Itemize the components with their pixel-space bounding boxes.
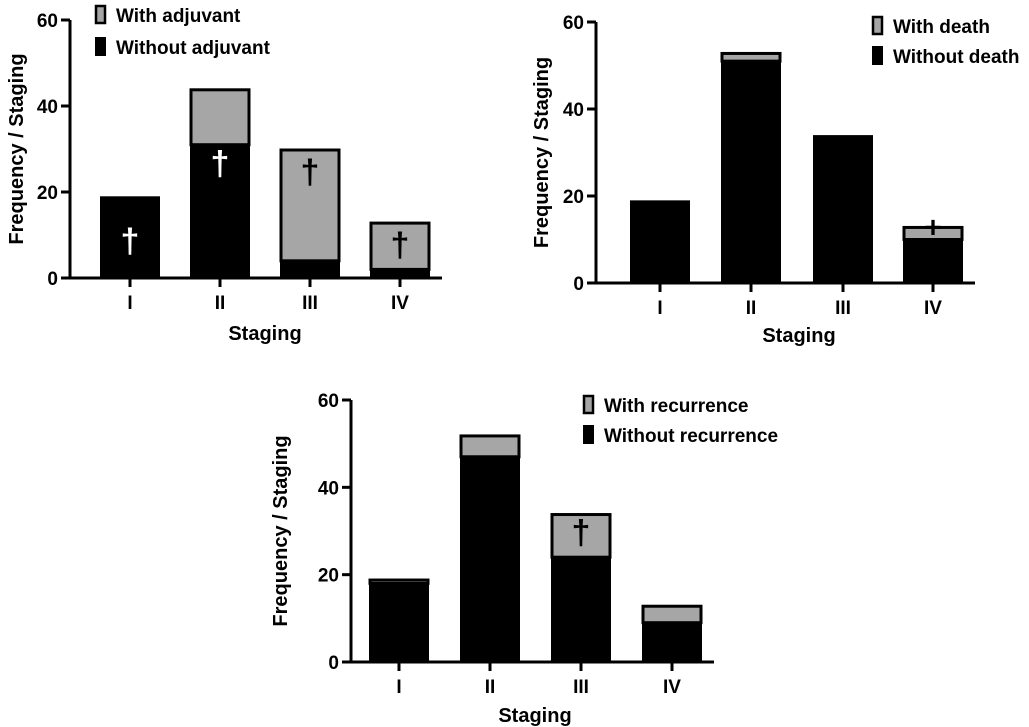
bar-without-III (813, 135, 873, 283)
y-tick-label: 20 (37, 183, 58, 204)
y-tick-label: 20 (318, 566, 339, 587)
x-axis-label: Staging (498, 705, 571, 727)
bar-without-IV (642, 622, 702, 662)
bar-without-II (190, 144, 250, 278)
y-tick-label: 60 (318, 391, 339, 412)
legend: With death Without death (871, 15, 1019, 68)
legend-swatch-with (94, 4, 107, 25)
y-tick-label: 0 (47, 269, 58, 290)
y-axis-label: Frequency / Staging (270, 435, 292, 626)
y-tick-label: 20 (563, 187, 584, 208)
x-tick-label: II (215, 293, 226, 314)
legend-swatch-without (95, 37, 106, 56)
bar-without-II (721, 61, 781, 284)
legend-label: Without recurrence (604, 426, 778, 447)
x-tick-label: I (657, 298, 662, 319)
y-tick-label: 0 (328, 653, 339, 674)
bar-without-I (100, 196, 160, 278)
x-tick-label: II (485, 677, 496, 698)
legend-swatch-with (582, 394, 595, 415)
x-tick-label: I (127, 293, 132, 314)
y-tick-label: 40 (318, 478, 339, 499)
legend-label: With recurrence (604, 396, 749, 417)
bar-without-III (280, 260, 340, 278)
bar-with-III (550, 513, 612, 559)
x-tick-label: IV (924, 298, 942, 319)
y-tick-label: 60 (563, 13, 584, 34)
dagger-marker: + (924, 211, 942, 244)
y-tick-label: 60 (37, 11, 58, 32)
bar-with-II (459, 434, 521, 459)
legend: With adjuvant Without adjuvant (94, 4, 271, 59)
legend-swatch-without (583, 425, 594, 444)
x-tick-label: IV (663, 677, 681, 698)
dagger-marker: † (301, 154, 320, 192)
legend: With recurrence Without recurrence (582, 394, 778, 447)
dagger-marker: † (121, 222, 140, 260)
dagger-marker: † (211, 145, 230, 183)
bar-without-II (460, 456, 520, 662)
x-axis-label: Staging (228, 323, 301, 345)
x-tick-label: II (746, 298, 757, 319)
bar-with-IV (641, 604, 703, 625)
x-axis-label: Staging (762, 325, 835, 347)
legend-label: With death (893, 17, 990, 38)
bar-without-I (369, 583, 429, 662)
x-tick-label: III (835, 298, 851, 319)
y-tick-label: 0 (573, 274, 584, 295)
bar-with-IV (902, 225, 964, 241)
bar-without-I (630, 200, 690, 283)
bar-without-III (551, 557, 611, 662)
x-tick-label: IV (391, 293, 409, 314)
bar-with-I (368, 578, 430, 585)
legend-swatch-with (871, 15, 884, 36)
dagger-marker: † (391, 227, 410, 265)
legend-label: With adjuvant (116, 6, 241, 27)
legend-swatch-without (872, 46, 883, 65)
legend-label: Without adjuvant (116, 38, 271, 59)
x-tick-label: III (302, 293, 318, 314)
y-axis-label: Frequency / Staging (6, 53, 28, 244)
x-tick-label: III (573, 677, 589, 698)
bar-without-IV (903, 239, 963, 283)
bar-with-II (720, 51, 782, 63)
x-tick-label: I (396, 677, 401, 698)
y-tick-label: 40 (563, 100, 584, 121)
bar-with-III (279, 148, 341, 263)
y-axis-label: Frequency / Staging (531, 57, 553, 248)
dagger-marker: † (572, 514, 591, 552)
y-tick-label: 40 (37, 97, 58, 118)
legend-label: Without death (893, 47, 1019, 68)
bar-without-IV (370, 269, 430, 278)
bar-with-II (189, 88, 251, 147)
bar-with-IV (369, 221, 431, 271)
